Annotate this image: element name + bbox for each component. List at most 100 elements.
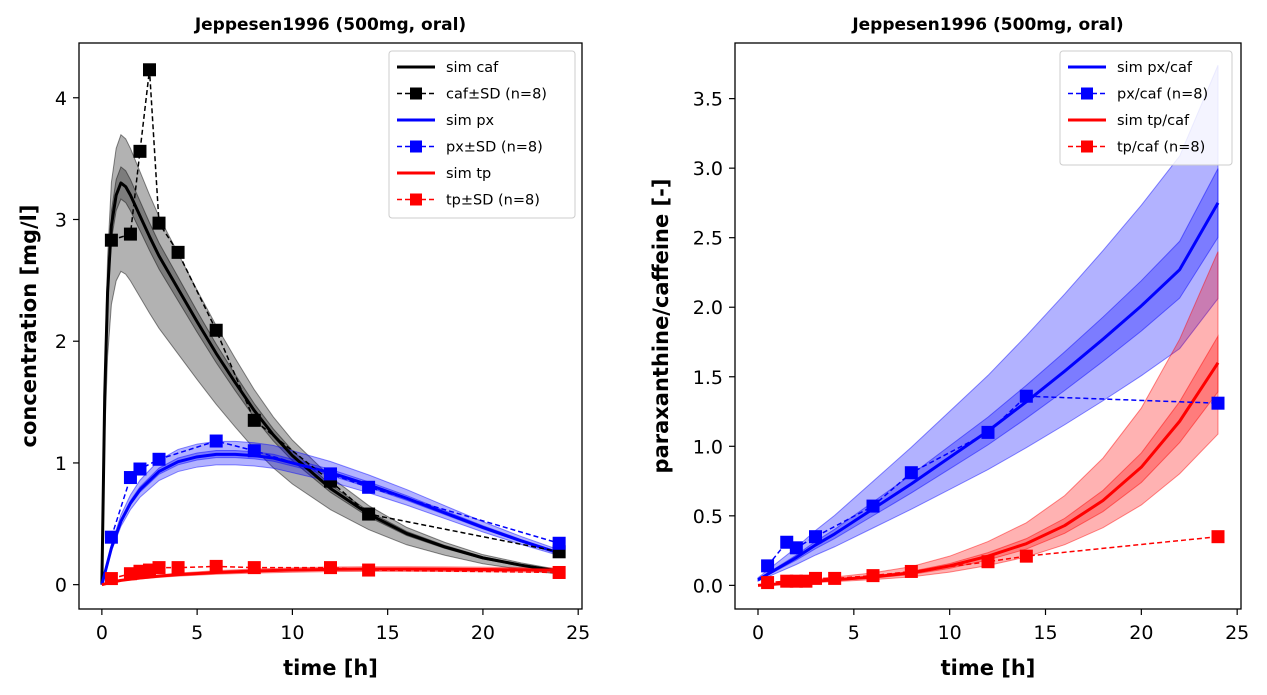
y-tick-label: 2.5 [693,228,723,250]
y-axis-label: paraxanthine/caffeine [-] [649,179,673,474]
legend-entry-label: px/caf (n=8) [1117,87,1208,103]
legend-entry-label: tp/caf (n=8) [1117,140,1205,156]
legend: sim caf caf±SD (n=8) sim px px±SD (n=8) sim … [388,50,576,219]
axes-frame [78,42,583,610]
data-point [981,425,995,439]
data-point [362,563,376,577]
data-point [209,559,223,573]
legend-marker [410,140,422,153]
data-point [152,561,166,575]
left-chart-panel: 0 5 10 15 20 25 0 1 2 3 4 Jeppesen1996 (500mg, oral… [17,15,590,680]
sim-line-1 [100,452,560,586]
legend-entry-label: caf±SD (n=8) [446,87,547,103]
data-point [1019,549,1033,563]
plot-area [100,63,566,587]
plot-area [757,65,1225,590]
x-tick-label: 20 [471,622,495,644]
data-point [247,561,261,575]
legend-marker [410,87,422,100]
legend-entry-label: sim tp/caf [1117,113,1190,129]
y-tick-label: 1 [55,453,67,475]
data-point [209,434,223,448]
data-point [1211,530,1225,544]
legend-marker [1081,87,1093,100]
y-tick-label: 0.5 [693,506,723,528]
data-point [324,561,337,575]
x-tick-label: 10 [280,622,304,644]
data-point [904,466,918,480]
data-point [142,63,156,77]
data-point [247,444,261,458]
axes-frame [734,42,1242,610]
y-tick-label: 0 [55,575,67,597]
x-tick-label: 0 [96,622,108,644]
chart-title: Jeppesen1996 (500mg, oral) [851,15,1123,35]
data-point [362,507,376,521]
sim-line-0 [100,181,560,585]
legend-entry-label: tp±SD (n=8) [446,193,540,209]
legend-marker [1081,140,1093,153]
x-tick-label: 0 [752,622,764,644]
data-point [324,467,337,481]
x-axis-label: time [h] [283,656,378,680]
data-point [152,216,166,230]
y-axis-label: concentration [mg/l] [17,205,41,448]
data-point [866,569,880,583]
chart-title: Jeppesen1996 (500mg, oral) [194,15,466,35]
data-point [247,413,261,427]
sim-band-outer-0 [757,65,1219,582]
x-tick-label: 20 [1129,622,1153,644]
data-point [123,227,137,241]
data-point [761,559,775,573]
data-point [981,555,995,569]
x-tick-label: 15 [376,622,400,644]
data-point [152,452,166,466]
data-point [133,144,147,158]
y-tick-label: 0.0 [693,575,723,597]
y-tick-label: 3.5 [693,89,723,111]
data-point [171,561,185,575]
y-tick-label: 1.5 [693,367,723,389]
x-tick-label: 5 [848,622,860,644]
data-point [171,245,185,259]
x-tick-label: 25 [1225,622,1249,644]
data-point [828,571,842,585]
x-tick-label: 10 [938,622,962,644]
legend-entry-label: sim px [446,113,495,129]
data-point [866,499,880,513]
data-point [552,536,566,550]
data-point [789,541,803,555]
y-tick-label: 2.0 [693,297,723,319]
x-axis-label: time [h] [941,656,1036,680]
y-tick-label: 3 [55,209,67,231]
data-point [1019,389,1033,403]
legend-entry-label: sim caf [446,60,499,76]
y-tick-label: 2 [55,331,67,353]
x-tick-label: 15 [1033,622,1057,644]
data-point [761,576,775,590]
y-tick-label: 1.0 [693,436,723,458]
data-point [104,530,118,544]
data-point [809,530,822,544]
y-tick-label: 4 [55,88,67,110]
legend-entry-label: sim tp [446,166,491,182]
data-point [1211,396,1225,410]
data-point [552,565,566,579]
data-point [133,462,147,476]
data-point [104,572,118,586]
data-point [362,480,376,494]
data-point [209,323,223,337]
x-tick-label: 5 [191,622,203,644]
legend: sim px/caf px/caf (n=8) sim tp/caf tp/caf (… [1059,50,1233,166]
x-tick-label: 25 [566,622,590,644]
data-point [809,571,822,585]
data-line-0 [111,69,560,553]
data-point [904,564,918,578]
legend-entry-label: px±SD (n=8) [446,140,543,156]
right-chart-panel: 0 5 10 15 20 25 0.0 0.5 1.0 1.5 2.0 2.5 3.0 3.5 Jeppes… [649,15,1249,680]
y-tick-label: 3.0 [693,158,723,180]
data-point [104,233,118,247]
legend-entry-label: sim px/caf [1117,60,1193,76]
legend-marker [410,193,422,206]
